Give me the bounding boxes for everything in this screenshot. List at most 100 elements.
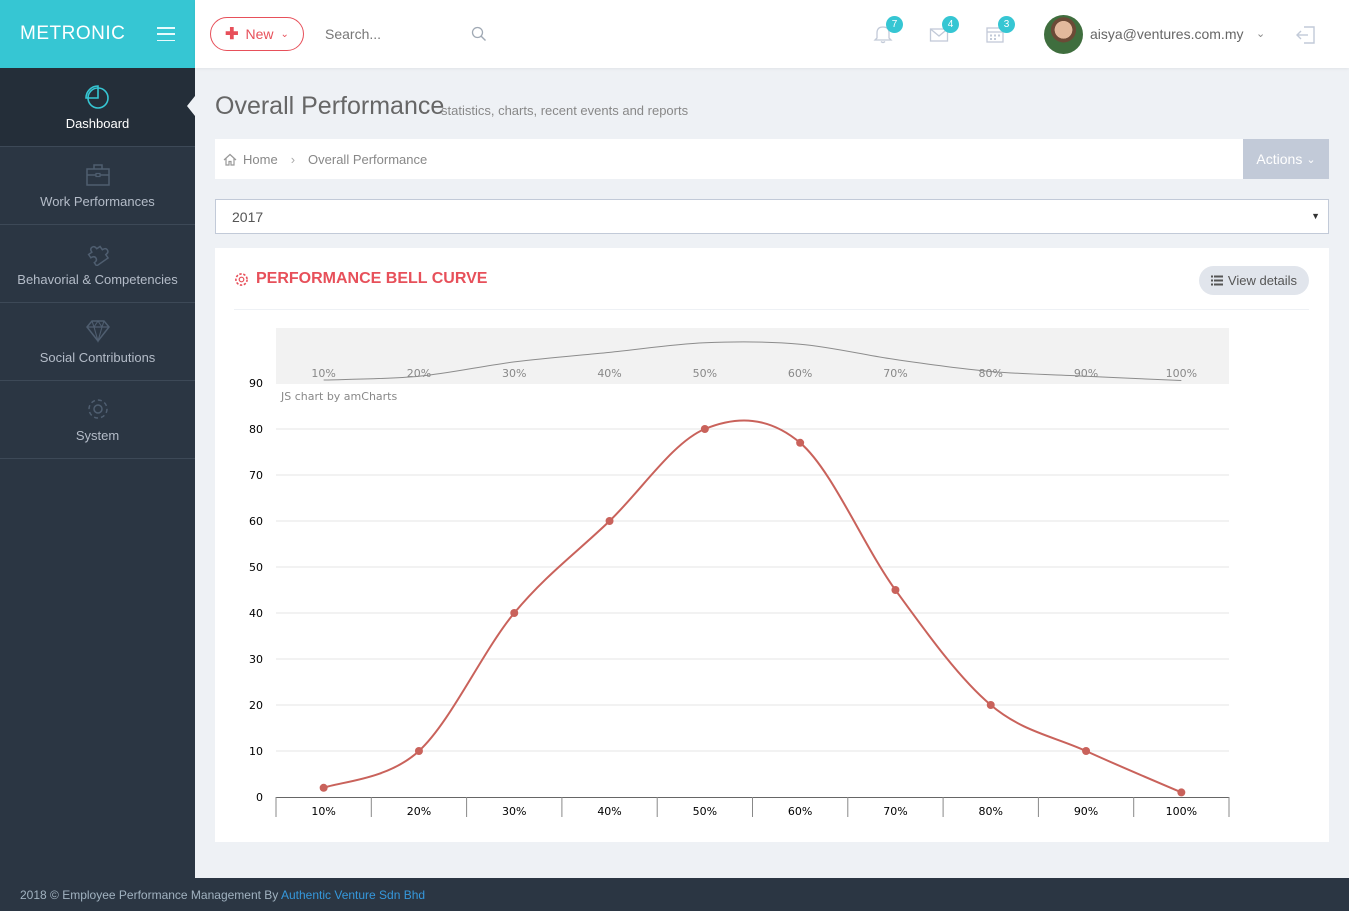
scrollbar-category-label: 20% [407,367,431,380]
caret-down-icon: ▼ [1311,211,1320,221]
data-point [319,783,328,792]
portlet-title: PERFORMANCE BELL CURVE [234,270,487,288]
data-point [414,747,423,755]
x-tick-label: 20% [407,805,431,818]
sidebar-item-dashboard[interactable]: Dashboard [0,68,195,147]
chevron-down-icon[interactable]: ⌄ [1256,28,1266,40]
notification-badge: 7 [886,16,903,33]
breadcrumb: Home › Overall Performance [223,152,427,167]
brand-bar: METRONIC [0,0,195,68]
breadcrumb-current: Overall Performance [308,152,428,167]
search-input[interactable] [325,22,465,46]
x-tick-label: 100% [1166,805,1197,818]
y-tick-label: 30 [249,653,263,666]
year-select[interactable]: 2017 ▼ [215,199,1329,234]
scrollbar-category-label: 90% [1074,367,1098,380]
bell-curve-chart[interactable]: 0 10 20 30 40 50 60 70 80 90 10% 20% 30% 40% 50% 60% 70%… [215,248,1329,842]
data-point [510,609,519,617]
x-tick-label: 10% [311,805,335,818]
x-tick-label: 70% [883,805,907,818]
chart-watermark: JS chart by amCharts [280,390,397,403]
y-tick-label: 50 [249,561,263,574]
actions-button[interactable]: Actions ⌄ [1243,139,1329,179]
scrollbar-series-line [323,341,1182,382]
gear-icon [87,399,108,419]
settings-icon [235,272,248,286]
list-icon [1210,275,1223,286]
home-icon[interactable] [223,153,237,166]
x-tick-label: 90% [1074,805,1098,818]
sidebar-item-label: Dashboard [65,115,130,131]
sidebar-item-label: Work Performances [40,194,155,209]
x-tick-label: 60% [788,805,812,818]
calendar-icon[interactable]: 3 [985,16,1015,44]
logout-icon[interactable] [1295,24,1317,46]
footer: 2018 © Employee Performance Management B… [0,878,1349,911]
menu-toggle-icon[interactable] [157,27,175,41]
envelope-icon[interactable]: 4 [929,16,959,44]
inbox-badge: 4 [942,16,959,33]
scrollbar-category-label: 100% [1166,367,1197,380]
data-point [700,425,709,433]
x-tick-label: 80% [979,805,1003,818]
data-point [1177,788,1186,797]
scrollbar-category-label: 50% [693,367,717,380]
new-button[interactable]: ✚ New ⌄ [210,17,304,51]
y-tick-label: 60 [249,515,263,528]
tasks-badge: 3 [998,16,1015,33]
page-title: Overall Performance [215,92,445,120]
scrollbar-category-label: 10% [311,367,335,380]
y-tick-label: 80 [249,423,263,436]
x-tick-label: 30% [502,805,526,818]
chevron-right-icon: › [290,152,296,167]
chevron-down-icon: ⌄ [1306,153,1316,166]
x-tick-label: 40% [597,805,621,818]
portlet-divider [234,309,1309,310]
series-line [323,419,1182,794]
briefcase-icon [85,164,110,186]
top-header: ✚ New ⌄ 7 4 3 aisya@ventures.com.my ⌄ [195,0,1349,68]
scrollbar-category-label: 60% [788,367,812,380]
sidebar-item-social-contributions[interactable]: Social Contributions [0,303,195,381]
breadcrumb-home-link[interactable]: Home [243,152,278,167]
sidebar-item-label: System [75,428,120,443]
view-details-button[interactable]: View details [1199,266,1309,295]
data-point [605,517,614,525]
data-point [1082,747,1091,755]
sidebar-item-work-performances[interactable]: Work Performances [0,147,195,225]
sidebar-item-label: Behavorial & Competencies [17,272,178,287]
year-select-value: 2017 [232,209,264,225]
sidebar-item-behavioral-competencies[interactable]: Behavorial & Competencies [0,225,195,303]
plus-icon: ✚ [225,26,239,43]
y-tick-label: 0 [256,791,263,804]
chevron-down-icon: ⌄ [280,28,289,40]
breadcrumb-bar: Home › Overall Performance Actions ⌄ [215,139,1329,179]
sidebar: Dashboard Work Performances Behavorial &… [0,68,195,878]
new-button-label: New [245,26,274,42]
portlet-title-text: PERFORMANCE BELL CURVE [256,270,488,287]
sidebar-item-label: Social Contributions [39,350,156,365]
actions-button-label: Actions [1256,151,1303,167]
avatar[interactable] [1044,15,1083,54]
page-subtitle: statistics, charts, recent events and re… [441,103,689,118]
notification-bell-icon[interactable]: 7 [873,16,903,44]
data-point [986,701,995,709]
y-tick-label: 20 [249,699,263,712]
data-point [796,438,805,447]
scrollbar-category-label: 80% [979,367,1003,380]
username[interactable]: aisya@ventures.com.my [1090,26,1244,42]
footer-link[interactable]: Authentic Venture Sdn Bhd [280,888,426,902]
diamond-icon [85,320,110,344]
footer-text: 2018 © Employee Performance Management B… [20,888,281,902]
search-icon[interactable] [471,26,487,42]
x-tick-label: 50% [693,805,717,818]
y-tick-label: 40 [249,607,263,620]
scrollbar-category-label: 30% [502,367,526,380]
performance-portlet: PERFORMANCE BELL CURVE View details 0 10 2… [215,248,1329,842]
y-tick-label: 90 [249,377,263,390]
view-details-label: View details [1227,273,1298,288]
brand-logo[interactable]: METRONIC [20,23,126,44]
y-tick-label: 10 [249,745,263,758]
sidebar-item-system[interactable]: System [0,381,195,459]
pie-chart-icon [84,84,109,109]
